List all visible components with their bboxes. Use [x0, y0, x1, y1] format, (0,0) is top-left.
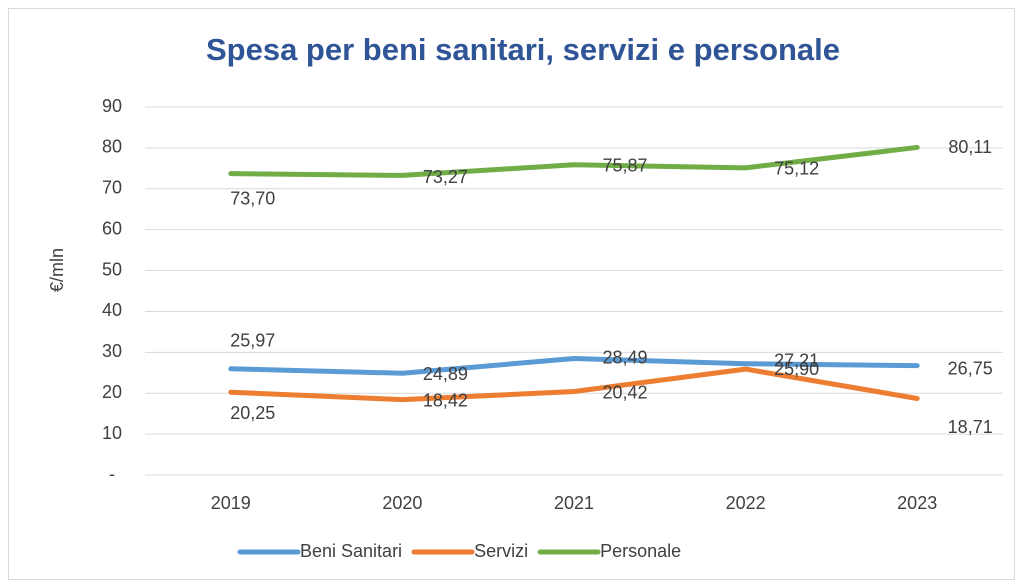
- x-tick-label: 2023: [897, 493, 937, 513]
- data-label: 27,21: [774, 350, 819, 370]
- data-label: 25,90: [774, 359, 819, 379]
- data-label: 73,70: [230, 188, 275, 208]
- y-axis-label: €/mln: [47, 248, 67, 292]
- y-tick-label: 30: [102, 341, 122, 361]
- data-label: 20,25: [230, 403, 275, 423]
- chart-title: Spesa per beni sanitari, servizi e perso…: [206, 32, 840, 67]
- data-label: 18,42: [423, 390, 468, 410]
- y-tick-label: 90: [102, 96, 122, 116]
- x-tick-label: 2022: [726, 493, 766, 513]
- y-tick-label: -: [109, 464, 115, 484]
- y-tick-label: 10: [102, 423, 122, 443]
- data-label: 24,89: [423, 364, 468, 384]
- data-label: 25,97: [230, 331, 275, 351]
- data-label: 28,49: [602, 347, 647, 367]
- y-tick-label: 20: [102, 382, 122, 402]
- y-tick-label: 50: [102, 259, 122, 279]
- series-line: [228, 144, 920, 178]
- x-tick-label: 2020: [382, 493, 422, 513]
- data-label: 80,11: [948, 137, 992, 157]
- data-label: 20,42: [602, 382, 647, 402]
- y-tick-label: 80: [102, 137, 122, 157]
- y-tick-label: 70: [102, 178, 122, 198]
- data-label: 75,12: [774, 159, 819, 179]
- legend-label: Servizi: [474, 541, 528, 561]
- data-label: 75,87: [602, 156, 647, 176]
- series-line: [228, 356, 920, 376]
- data-label: 26,75: [948, 358, 993, 378]
- x-tick-label: 2019: [211, 493, 251, 513]
- data-label: 73,27: [423, 167, 468, 187]
- legend-label: Beni Sanitari: [300, 541, 402, 561]
- series-line: [228, 366, 920, 403]
- data-label: 18,71: [948, 417, 993, 437]
- legend-label: Personale: [600, 541, 681, 561]
- x-tick-label: 2021: [554, 493, 594, 513]
- y-tick-label: 40: [102, 300, 122, 320]
- y-tick-label: 60: [102, 218, 122, 238]
- chart-border: [8, 8, 1015, 580]
